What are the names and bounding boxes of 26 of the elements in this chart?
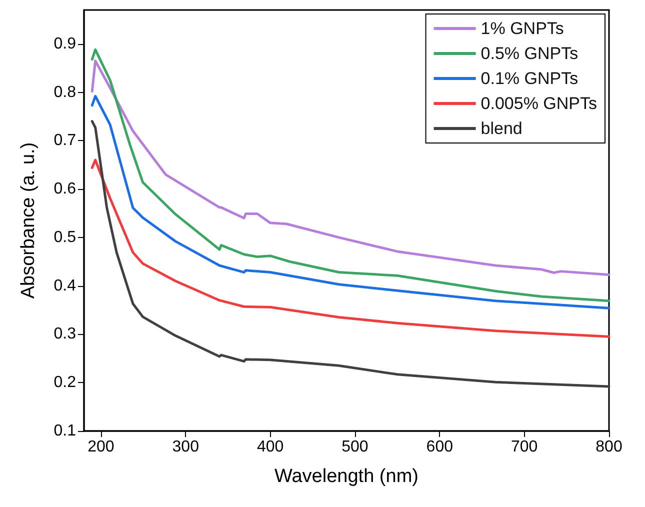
legend-label: 1% GNPTs: [480, 19, 564, 38]
y-tick-label: 0.8: [54, 84, 76, 101]
x-tick-label: 500: [342, 438, 368, 456]
line-series: [90, 120, 610, 388]
x-tick-label: 200: [88, 438, 114, 456]
x-tick-label: 300: [172, 438, 200, 456]
legend-label: 0.5% GNPTs: [480, 44, 578, 63]
y-axis-title: Absorbance (a. u.): [18, 142, 39, 299]
y-tick-label: 0.9: [54, 35, 76, 52]
legend-label: 0.005% GNPTs: [480, 94, 598, 113]
y-tick-label: 0.5: [54, 228, 76, 246]
x-tick-label: 400: [256, 438, 284, 456]
y-tick-label: 0.2: [54, 374, 76, 392]
line-series: [90, 158, 610, 338]
legend-label: 0.1% GNPTs: [480, 69, 578, 88]
y-tick-label: 0.1: [54, 422, 76, 440]
y-tick-label: 0.3: [54, 326, 76, 343]
line-series: [90, 94, 610, 310]
x-axis-title: Wavelength (nm): [274, 466, 418, 487]
x-tick-label: 800: [596, 438, 622, 456]
y-tick-label: 0.6: [54, 180, 76, 198]
y-tick-label: 0.7: [54, 132, 76, 150]
y-tick-label: 0.4: [54, 277, 76, 294]
legend-label: blend: [480, 119, 522, 138]
x-tick-label: 600: [426, 438, 454, 456]
x-tick-label: 700: [510, 438, 538, 456]
